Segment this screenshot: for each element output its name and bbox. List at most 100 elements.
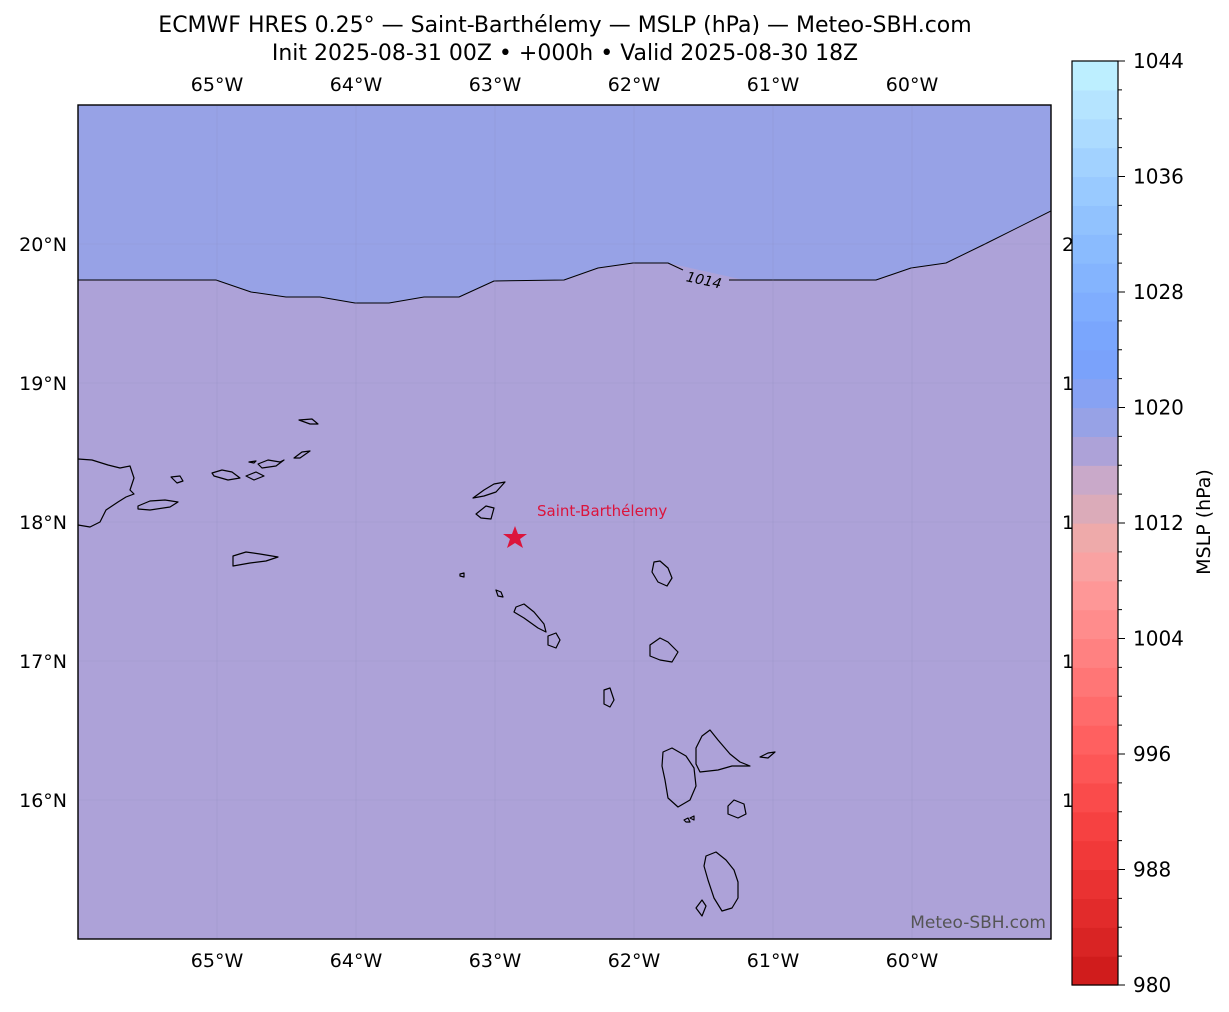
anguilla-coast [472, 481, 506, 499]
colorbar-tick-label: 1028 [1133, 280, 1184, 304]
colorbar-segment [1072, 494, 1118, 524]
chart-subtitle: Init 2025-08-31 00Z • +000h • Valid 2025… [271, 41, 859, 66]
colorbar-segment [1072, 349, 1118, 380]
colorbar-segment [1072, 840, 1118, 871]
st-thomas-coast [211, 469, 241, 481]
lon-tick-label: 64°W [330, 950, 383, 972]
lon-tick-label: 60°W [886, 74, 939, 96]
lat-tick-label: 20°N [19, 234, 67, 256]
st-john-coast [245, 471, 265, 481]
colorbar-segment [1072, 667, 1118, 697]
lon-tick-label: 61°W [747, 74, 800, 96]
lat-tick-label: 19°N [19, 373, 67, 395]
colorbar-segment [1072, 292, 1118, 322]
lon-tick-label: 64°W [330, 74, 383, 96]
colorbar-segment [1072, 436, 1118, 466]
colorbar: 1044 1036 1028 1020 1012 1004 996 988 980 [1071, 49, 1184, 997]
jost-van-dyke-coast [248, 460, 257, 464]
lon-tick-label: 60°W [886, 950, 939, 972]
virgin-gorda-coast [293, 450, 311, 459]
location-label: Saint-Barthélemy [537, 502, 667, 520]
sint-maarten-coast [475, 505, 495, 520]
lat-tick-label: 17°N [19, 651, 67, 673]
les-saintes-coast [683, 815, 695, 823]
lon-tick-label: 62°W [608, 74, 661, 96]
map-panel: 1014 [78, 105, 1051, 939]
colorbar-segment [1072, 234, 1118, 264]
colorbar-tick-label: 980 [1133, 973, 1171, 997]
lat-tick-label-partial: 1 [1062, 512, 1074, 534]
lat-tick-label: 18°N [19, 512, 67, 534]
colorbar-segment [1072, 378, 1118, 409]
colorbar-segment [1072, 176, 1118, 206]
colorbar-tick-label: 1044 [1133, 49, 1184, 73]
colorbar-segment [1072, 118, 1118, 149]
isobar-1014 [78, 210, 1051, 304]
colorbar-segment [1072, 898, 1118, 928]
colorbar-segment [1072, 696, 1118, 726]
top-lon-ticks: 65°W 64°W 63°W 62°W 61°W 60°W [191, 74, 939, 96]
colorbar-segment [1072, 320, 1118, 351]
colorbar-segment [1072, 811, 1118, 842]
vieques-coast [137, 499, 179, 511]
lat-tick-label-partial: 1 [1062, 373, 1074, 395]
pressure-fill-above-1014 [78, 105, 1051, 303]
lat-tick-label-partial: 2 [1062, 234, 1074, 256]
colorbar-segment [1072, 580, 1118, 611]
st-croix-coast [232, 551, 279, 567]
lat-tick-label-partial: 1 [1062, 651, 1074, 673]
colorbar-tick-label: 1012 [1133, 511, 1184, 535]
colorbar-segment [1072, 61, 1118, 91]
colorbar-tick-label: 1036 [1133, 165, 1184, 189]
colorbar-tick-label: 1020 [1133, 396, 1184, 420]
colorbar-segment [1072, 638, 1118, 668]
colorbar-segment [1072, 927, 1118, 957]
colorbar-segment [1072, 725, 1118, 755]
st-eustatius-coast [495, 589, 504, 598]
location-star-marker [503, 526, 527, 548]
lon-tick-label: 65°W [191, 74, 244, 96]
marie-galante-coast [727, 799, 747, 819]
colorbar-segment [1072, 465, 1118, 495]
colorbar-segment [1072, 956, 1118, 986]
lon-tick-label: 62°W [608, 950, 661, 972]
map-frame [77, 104, 1052, 940]
colorbar-tick-label: 996 [1133, 742, 1171, 766]
barbuda-coast [651, 560, 673, 587]
culebra-coast [170, 475, 184, 484]
coastlines [78, 418, 776, 917]
colorbar-segment [1072, 609, 1118, 640]
st-kitts-coast [513, 603, 547, 633]
lon-tick-label: 63°W [469, 74, 522, 96]
colorbar-segment [1072, 147, 1118, 178]
colorbar-tick-label: 988 [1133, 858, 1171, 882]
colorbar-segment [1072, 263, 1118, 293]
antigua-coast [649, 637, 679, 663]
right-lat-ticks: 2 1 1 1 1 [1062, 234, 1074, 812]
colorbar-label: MSLP (hPa) [1193, 469, 1215, 575]
bottom-lon-ticks: 65°W 64°W 63°W 62°W 61°W 60°W [191, 950, 939, 972]
colorbar-segment [1072, 782, 1118, 813]
colorbar-segment [1072, 523, 1118, 553]
lon-tick-label: 63°W [469, 950, 522, 972]
anegada-coast [298, 418, 319, 425]
puerto-rico-coast [78, 458, 135, 528]
left-lat-ticks: 20°N 19°N 18°N 17°N 16°N [19, 234, 67, 812]
isobar-label: 1014 [685, 269, 723, 292]
watermark: Meteo-SBH.com [910, 913, 1046, 933]
colorbar-segment [1072, 551, 1118, 582]
lat-tick-label-partial: 1 [1062, 790, 1074, 812]
chart-title: ECMWF HRES 0.25° — Saint-Barthélemy — MS… [158, 13, 972, 38]
colorbar-segment [1072, 205, 1118, 235]
martinique-north-coast [695, 899, 707, 917]
montserrat-coast [603, 687, 615, 708]
graticule [78, 105, 1051, 939]
colorbar-segment [1072, 89, 1118, 120]
lon-tick-label: 61°W [747, 950, 800, 972]
lon-tick-label: 65°W [191, 950, 244, 972]
lat-tick-label: 16°N [19, 790, 67, 812]
dominica-coast [703, 851, 739, 912]
nevis-coast [547, 632, 561, 649]
saba-coast [459, 572, 465, 578]
